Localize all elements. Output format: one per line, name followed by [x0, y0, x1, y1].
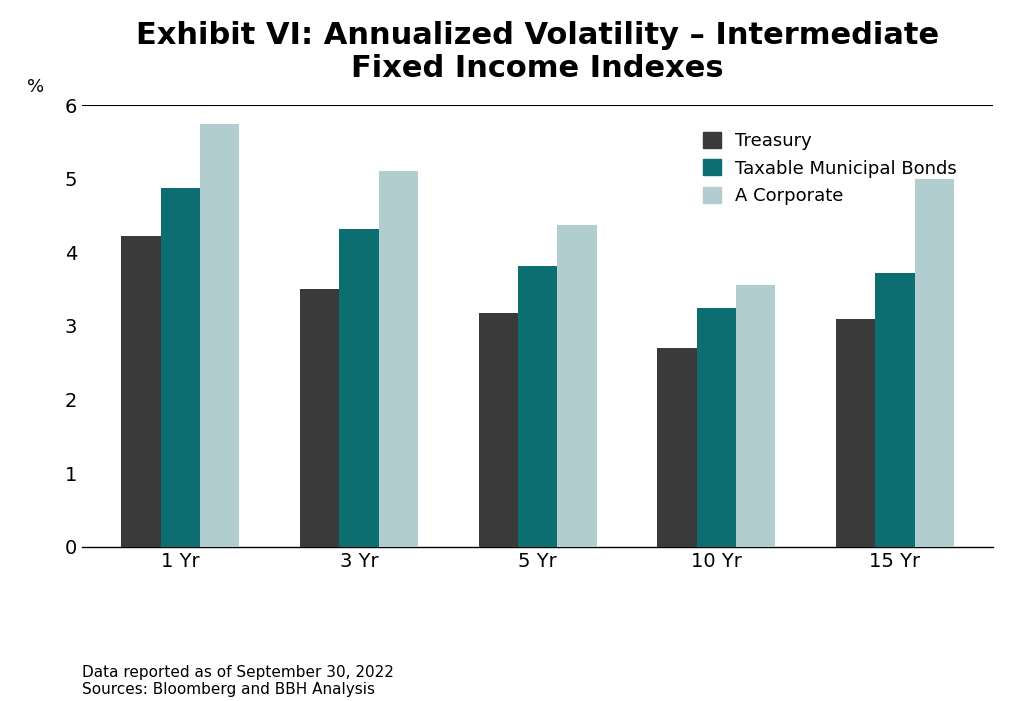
Bar: [657, 348, 696, 547]
Bar: [736, 285, 775, 547]
Bar: [836, 318, 876, 547]
Bar: [161, 188, 200, 547]
Legend: Treasury, Taxable Municipal Bonds, A Corporate: Treasury, Taxable Municipal Bonds, A Cor…: [693, 123, 966, 214]
Text: %: %: [28, 79, 44, 96]
Bar: [300, 289, 339, 547]
Bar: [379, 172, 418, 547]
Title: Exhibit VI: Annualized Volatility – Intermediate
Fixed Income Indexes: Exhibit VI: Annualized Volatility – Inte…: [136, 21, 939, 83]
Text: Data reported as of September 30, 2022
Sources: Bloomberg and BBH Analysis: Data reported as of September 30, 2022 S…: [82, 665, 394, 697]
Bar: [876, 273, 914, 547]
Bar: [557, 225, 597, 547]
Bar: [518, 266, 557, 547]
Bar: [200, 124, 240, 547]
Bar: [121, 236, 161, 547]
Bar: [914, 179, 954, 547]
Bar: [696, 308, 736, 547]
Bar: [339, 229, 379, 547]
Bar: [478, 313, 518, 547]
